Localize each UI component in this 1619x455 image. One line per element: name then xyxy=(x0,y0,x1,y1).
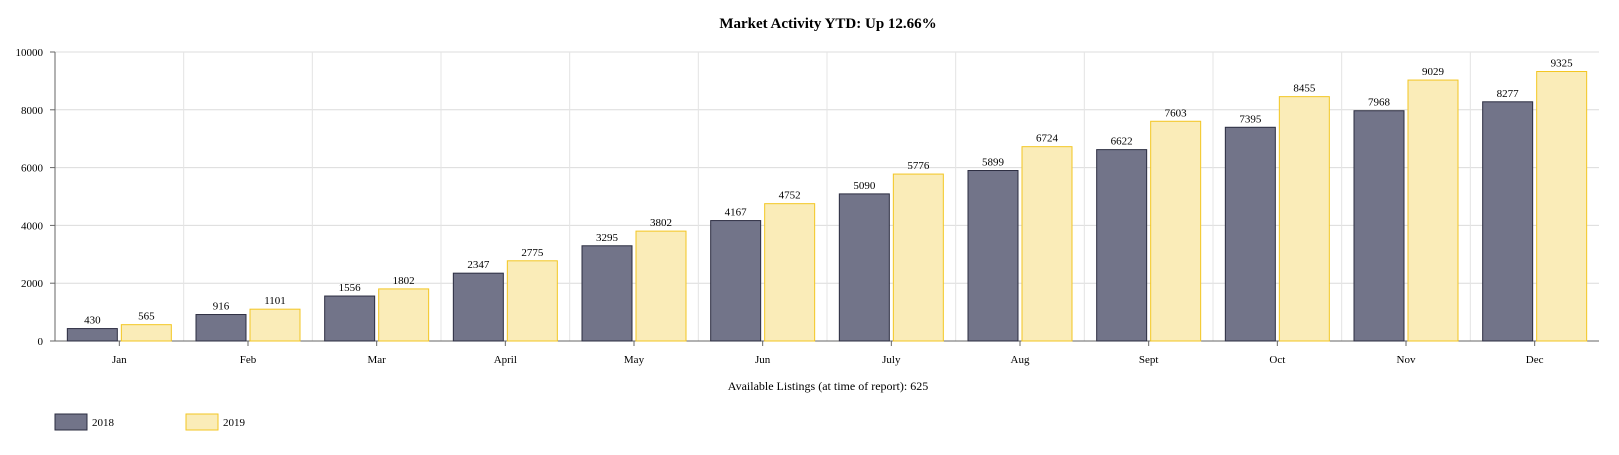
x-tick-label-april: April xyxy=(494,354,517,366)
data-labels: 430 565 916 1101 1556 1802 2347 2775 3295 3802 416… xyxy=(84,58,1573,327)
x-tick-label-aug: Aug xyxy=(1011,354,1030,366)
bar-2018-may xyxy=(581,245,633,342)
data-label-2019-mar: 1802 xyxy=(393,275,415,287)
bar-2019-oct xyxy=(1278,96,1330,342)
data-label-2019-jan: 565 xyxy=(138,311,155,323)
bar-2018-july xyxy=(838,193,890,342)
x-tick-label-feb: Feb xyxy=(240,354,257,366)
bar-2018-nov xyxy=(1353,110,1405,342)
x-tick-label-mar: Mar xyxy=(368,354,387,366)
axes: 0 2000 4000 6000 8000 10000 Jan Feb Mar April May J… xyxy=(16,47,1599,366)
data-label-2019-april: 2775 xyxy=(521,247,544,259)
x-tick-label-nov: Nov xyxy=(1397,354,1416,366)
x-tick-label-dec: Dec xyxy=(1526,354,1544,366)
y-tick-label: 6000 xyxy=(21,163,44,175)
bar-2018-mar xyxy=(324,295,376,342)
bar-2019-aug xyxy=(1021,146,1073,342)
x-tick-label-oct: Oct xyxy=(1269,354,1285,366)
bar-2019-jun xyxy=(764,203,816,342)
y-tick-label: 4000 xyxy=(21,220,44,232)
bar-2019-april xyxy=(506,260,558,342)
bar-2018-dec xyxy=(1482,101,1534,342)
x-axis-label: Available Listings (at time of report): … xyxy=(728,379,928,393)
data-label-2018-april: 2347 xyxy=(467,259,490,271)
bar-2018-feb xyxy=(195,314,247,342)
data-label-2018-mar: 1556 xyxy=(339,282,362,294)
data-label-2018-nov: 7968 xyxy=(1368,97,1391,109)
data-label-2018-jan: 430 xyxy=(84,315,101,327)
data-label-2018-may: 3295 xyxy=(596,232,619,244)
data-label-2019-oct: 8455 xyxy=(1293,83,1316,95)
data-label-2019-dec: 9325 xyxy=(1551,58,1574,70)
legend: 2018 2019 xyxy=(54,413,246,431)
y-tick-label: 2000 xyxy=(21,278,44,290)
data-label-2018-sept: 6622 xyxy=(1111,136,1133,148)
y-tick-label: 10000 xyxy=(16,47,44,59)
data-label-2018-feb: 916 xyxy=(213,301,230,313)
x-tick-label-july: July xyxy=(882,354,901,366)
x-tick-label-jun: Jun xyxy=(755,354,771,366)
bar-2018-aug xyxy=(967,170,1019,342)
y-tick-label: 8000 xyxy=(21,105,44,117)
chart-title: Market Activity YTD: Up 12.66% xyxy=(719,16,936,32)
x-tick-label-sept: Sept xyxy=(1139,354,1159,366)
bar-2019-nov xyxy=(1407,79,1459,342)
data-label-2018-dec: 8277 xyxy=(1497,88,1520,100)
bar-2018-sept xyxy=(1096,149,1148,342)
data-label-2019-aug: 6724 xyxy=(1036,133,1059,145)
data-label-2018-oct: 7395 xyxy=(1239,113,1262,125)
legend-label-2018: 2018 xyxy=(92,417,115,429)
data-label-2019-feb: 1101 xyxy=(264,295,286,307)
data-label-2019-july: 5776 xyxy=(907,160,930,172)
bar-2018-jan xyxy=(66,328,118,342)
x-tick-label-jan: Jan xyxy=(112,354,127,366)
data-label-2018-july: 5090 xyxy=(853,180,876,192)
bar-2019-sept xyxy=(1150,120,1202,342)
bar-2018-oct xyxy=(1224,126,1276,342)
data-label-2019-may: 3802 xyxy=(650,217,672,229)
bar-2019-jan xyxy=(120,324,172,342)
bar-2018-april xyxy=(452,272,504,342)
data-label-2019-sept: 7603 xyxy=(1165,107,1188,119)
bar-2019-mar xyxy=(378,288,430,342)
bar-2019-dec xyxy=(1536,71,1588,342)
legend-swatch-2018 xyxy=(54,413,88,431)
y-tick-label: 0 xyxy=(38,336,44,348)
data-label-2018-jun: 4167 xyxy=(725,207,748,219)
x-tick-label-may: May xyxy=(624,354,645,366)
data-label-2018-aug: 5899 xyxy=(982,157,1005,169)
bar-2019-feb xyxy=(249,308,301,342)
bar-2018-jun xyxy=(710,220,762,342)
data-label-2019-jun: 4752 xyxy=(779,190,801,202)
bar-2019-july xyxy=(892,173,944,342)
bar-2019-may xyxy=(635,230,687,342)
grid-lines xyxy=(55,51,1599,342)
data-label-2019-nov: 9029 xyxy=(1422,66,1445,78)
bars xyxy=(66,71,1588,342)
legend-label-2019: 2019 xyxy=(223,417,246,429)
legend-swatch-2019 xyxy=(185,413,219,431)
